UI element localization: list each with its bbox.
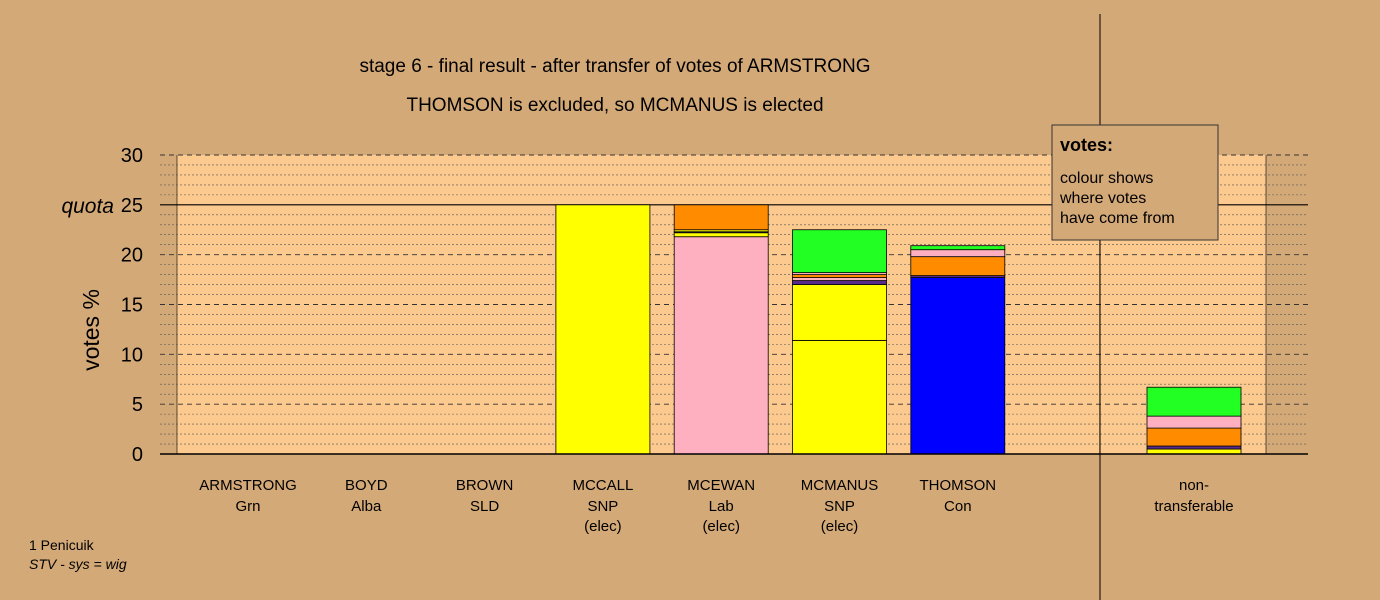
candidate-party-label: Lab [709,498,734,515]
candidate-name-label: BOYD [345,477,388,494]
candidate-name-label: THOMSON [919,477,996,494]
y-tick-label: 10 [121,344,143,366]
candidate-name-label: MCCALL [572,477,633,494]
legend-line-1: colour shows [1060,170,1153,187]
bar-mccall-segment-snp [555,204,651,455]
y-tick-label: 0 [132,444,143,466]
y-tick-label: 5 [132,394,143,416]
y-tick-label: 15 [121,295,143,317]
candidate-party-label: Grn [235,498,260,515]
y-tick-label: 30 [121,145,143,167]
bar-mcmanus-segment-snp [792,284,887,341]
x-category-labels: ARMSTRONG Grn BOYD Alba BROWN SLD MCCALL SNP (el… [199,477,1233,535]
candidate-party-label: SLD [470,498,499,515]
candidate-party-label: SNP [824,498,855,515]
bar-non-transferable-segment-grn [1146,386,1242,417]
candidate-party-label: SNP [587,498,618,515]
bar-mcewan-segment-snp [673,232,769,238]
legend-title: votes: [1060,135,1113,155]
legend-box [1051,124,1219,241]
candidate-status-label: (elec) [702,518,740,535]
candidate-name-label: MCEWAN [687,477,755,494]
legend-line-3: have come from [1060,210,1175,227]
y-axis-label: votes % [78,289,104,371]
candidate-name-label: ARMSTRONG [199,477,297,494]
nontransferable-label-1: non- [1179,477,1209,494]
bar-non-transferable-segment-lab [1146,415,1242,429]
bar-mcmanus-segment-lab [792,277,887,281]
y-tick-label: 20 [121,245,143,267]
bar-mcmanus-segment-snp [792,339,887,455]
candidate-name-label: MCMANUS [801,477,879,494]
nontransferable-label-2: transferable [1154,498,1233,515]
bar-mcewan-segment-sld [673,204,769,231]
chart-title: stage 6 - final result - after transfer … [359,56,870,77]
bar-mcmanus-segment-sld [792,274,887,278]
y-tick-label: 25 [121,195,143,217]
bar-thomson-segment-lab [910,249,1006,258]
candidate-name-label: BROWN [456,477,514,494]
legend: votes: colour shows where votes have com… [1051,124,1219,241]
quota-label: quota [61,195,114,218]
bar-non-transferable-segment-alba [1146,445,1242,450]
bar-thomson-segment-sld [910,256,1006,276]
footer-location: 1 Penicuik [29,537,95,553]
candidate-party-label: Alba [351,498,382,515]
chart-subtitle: THOMSON is excluded, so MCMANUS is elect… [406,95,823,116]
bars [555,204,1242,455]
footer-system: STV - sys = wig [29,556,127,572]
candidate-status-label: (elec) [584,518,622,535]
legend-line-2: where votes [1059,190,1146,207]
bar-thomson-segment-con [910,277,1006,455]
bar-mcmanus-segment-alba [792,280,887,285]
candidate-status-label: (elec) [821,518,859,535]
candidate-party-label: Con [944,498,972,515]
bar-mcewan-segment-lab [673,236,769,455]
bar-non-transferable-segment-sld [1146,427,1242,447]
bar-mcmanus-segment-grn [792,229,887,274]
bar-thomson-segment-grn [910,245,1006,251]
y-tick-labels: 0 5 10 15 20 25 30 [121,145,143,466]
